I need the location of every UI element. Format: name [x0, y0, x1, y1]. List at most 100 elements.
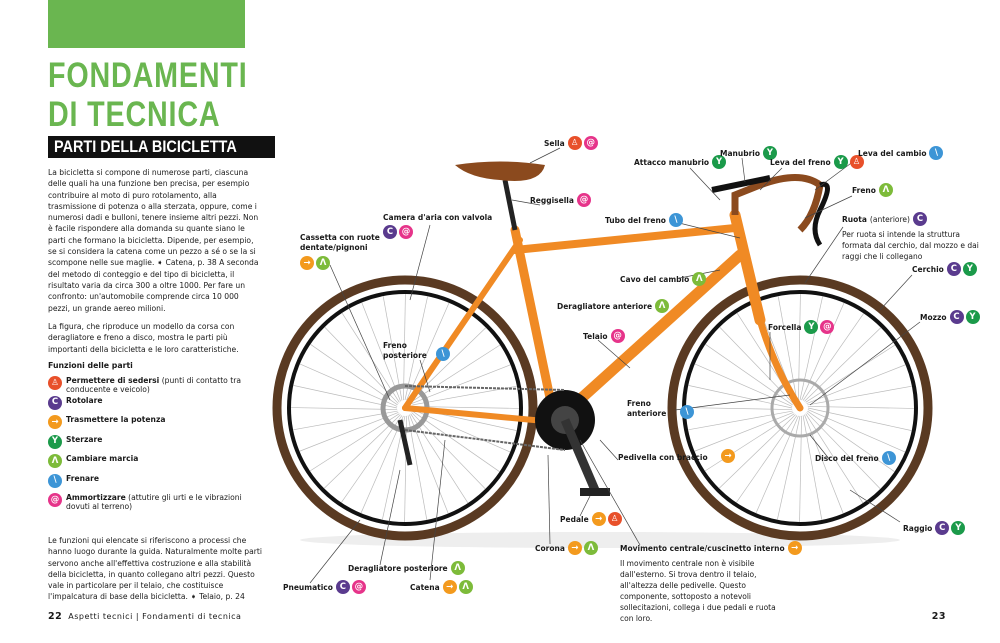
part-name: Freno anteriore — [627, 399, 667, 418]
transmit-icon: → — [442, 580, 457, 594]
part-name: Leva del freno — [770, 157, 831, 167]
part-label-freno-posteriore: Freno posteriore \ — [383, 341, 450, 361]
subtitle-text: PARTI DELLA BICICLETTA — [54, 137, 237, 156]
spoke — [694, 412, 794, 452]
spoke — [688, 410, 793, 431]
spoke — [410, 413, 469, 504]
part-label-cavo-del-cambio: Cavo del cambio Λ — [620, 272, 707, 286]
spoke — [404, 296, 428, 401]
legend-item-brake: \ Frenare — [48, 473, 263, 494]
legend-item-gear: Λ Cambiare marcia — [48, 454, 263, 474]
part-name: Cavo del cambio — [620, 274, 690, 284]
part-name: Sella — [544, 138, 565, 148]
roll-icon: C — [946, 262, 961, 276]
figure-paragraph: La figura, che riproduce un modello da c… — [48, 322, 239, 354]
part-label-leva-del-cambio: Leva del cambio \ — [858, 146, 944, 160]
part-name: Disco del freno — [815, 453, 879, 463]
spoke — [802, 313, 864, 401]
spoke — [685, 407, 793, 410]
gear-icon: Λ — [316, 256, 330, 270]
legend-item-text: Sterzare — [66, 435, 102, 444]
legend-item-sit: ♙ Permettere di sedersi (punti di contatt… — [48, 376, 263, 396]
gear-icon: Λ — [458, 580, 473, 594]
roll-icon: C — [383, 225, 397, 239]
legend-label: Cambiare marcia — [66, 454, 139, 463]
spoke — [411, 364, 511, 404]
frame — [402, 209, 804, 428]
legend-item-roll: C Rotolare — [48, 395, 263, 416]
damp-icon: @ — [583, 136, 598, 150]
part-label-pedale: Pedale → ♙ — [560, 512, 622, 526]
part-name: Freno — [852, 185, 876, 195]
legend-item-text: Ammortizzare (attutire gli urti e le vib… — [66, 493, 263, 511]
part-name: Manubrio — [720, 148, 760, 158]
transmit-icon: → — [567, 541, 582, 555]
spoke — [361, 302, 401, 402]
brake-icon: \ — [881, 451, 896, 465]
page-number-right: 23 — [931, 611, 946, 622]
roll-icon: C — [48, 395, 62, 410]
part-name: Deragliatore posteriore — [348, 563, 448, 573]
sit-icon: ♙ — [48, 376, 62, 390]
transmit-icon: → — [787, 541, 802, 555]
header-color-bar — [48, 0, 245, 48]
footer-right: 23 — [932, 611, 952, 622]
rear-derailleur — [397, 419, 413, 466]
legend-label: Sterzare — [66, 434, 103, 444]
part-label-pedivella-con-braccio: Pedivella con braccio → — [618, 449, 735, 463]
spoke — [777, 415, 801, 520]
steer-icon: Y — [965, 310, 980, 324]
spoke — [798, 293, 801, 401]
legend-item-damp: @ Ammortizzare (attutire gli urti e le vi… — [48, 493, 263, 513]
sit-icon: ♙ — [607, 512, 622, 526]
gear-icon: Λ — [692, 272, 707, 286]
part-label-cassetta-con-ruote-dentate-pignoni: Cassetta con ruote dentate/pignoni → Λ — [300, 233, 400, 270]
brake-disc — [770, 378, 830, 438]
front-wheel — [667, 275, 933, 541]
brake-icon: \ — [680, 405, 694, 419]
part-description: Il movimento centrale non è visibile dal… — [620, 559, 776, 623]
spoke — [807, 409, 906, 453]
legend-title: Funzioni delle parti — [48, 361, 133, 370]
spoke — [360, 415, 404, 514]
spoke — [403, 293, 406, 401]
spoke — [802, 415, 823, 520]
legend-label: Trasmettere la potenza — [66, 415, 166, 424]
chain — [404, 385, 566, 451]
part-label-corona: Corona → Λ — [535, 541, 598, 555]
spoke — [382, 296, 403, 401]
stem — [711, 175, 771, 193]
part-label-pneumatico: Pneumatico C @ — [283, 580, 366, 594]
footer-left: 22 Aspetti tecnici | Fondamenti di tecnic… — [48, 611, 241, 622]
page-number-left: 22 — [48, 611, 63, 622]
spoke — [804, 327, 882, 402]
damp-icon: @ — [576, 193, 591, 207]
legend-item-text: Cambiare marcia — [66, 454, 138, 463]
steer-icon: Y — [951, 521, 966, 535]
closing-paragraph: Le funzioni qui elencate si riferiscono … — [48, 536, 262, 602]
brake-icon: \ — [48, 473, 62, 488]
spoke — [406, 302, 450, 401]
spoke — [412, 410, 500, 472]
steer-icon: Y — [48, 434, 62, 449]
functions-legend: Funzioni delle parti ♙ Permettere di sede… — [48, 361, 263, 513]
legend-note: (attutire gli urti e le vibrazioni dovut… — [66, 493, 242, 511]
gear-icon: Λ — [48, 454, 62, 468]
part-description: Per ruota si intende la struttura format… — [842, 230, 979, 261]
part-name: Camera d'aria con valvola — [383, 213, 493, 222]
spoke — [299, 412, 399, 452]
part-label-freno: Freno Λ — [852, 183, 893, 197]
part-name: Pedivella con braccio — [618, 453, 708, 462]
legend-label: Frenare — [66, 473, 100, 483]
spoke — [799, 415, 802, 523]
damp-icon: @ — [610, 329, 625, 343]
crank-arm — [560, 418, 600, 492]
spoke — [718, 414, 796, 489]
gear-icon: Λ — [655, 299, 670, 313]
gear-icon: Λ — [450, 561, 465, 575]
seatpost — [502, 179, 518, 231]
transmit-icon: → — [48, 415, 62, 429]
spoke — [705, 344, 793, 406]
steer-icon: Y — [763, 146, 777, 160]
steer-icon: Y — [962, 262, 977, 276]
